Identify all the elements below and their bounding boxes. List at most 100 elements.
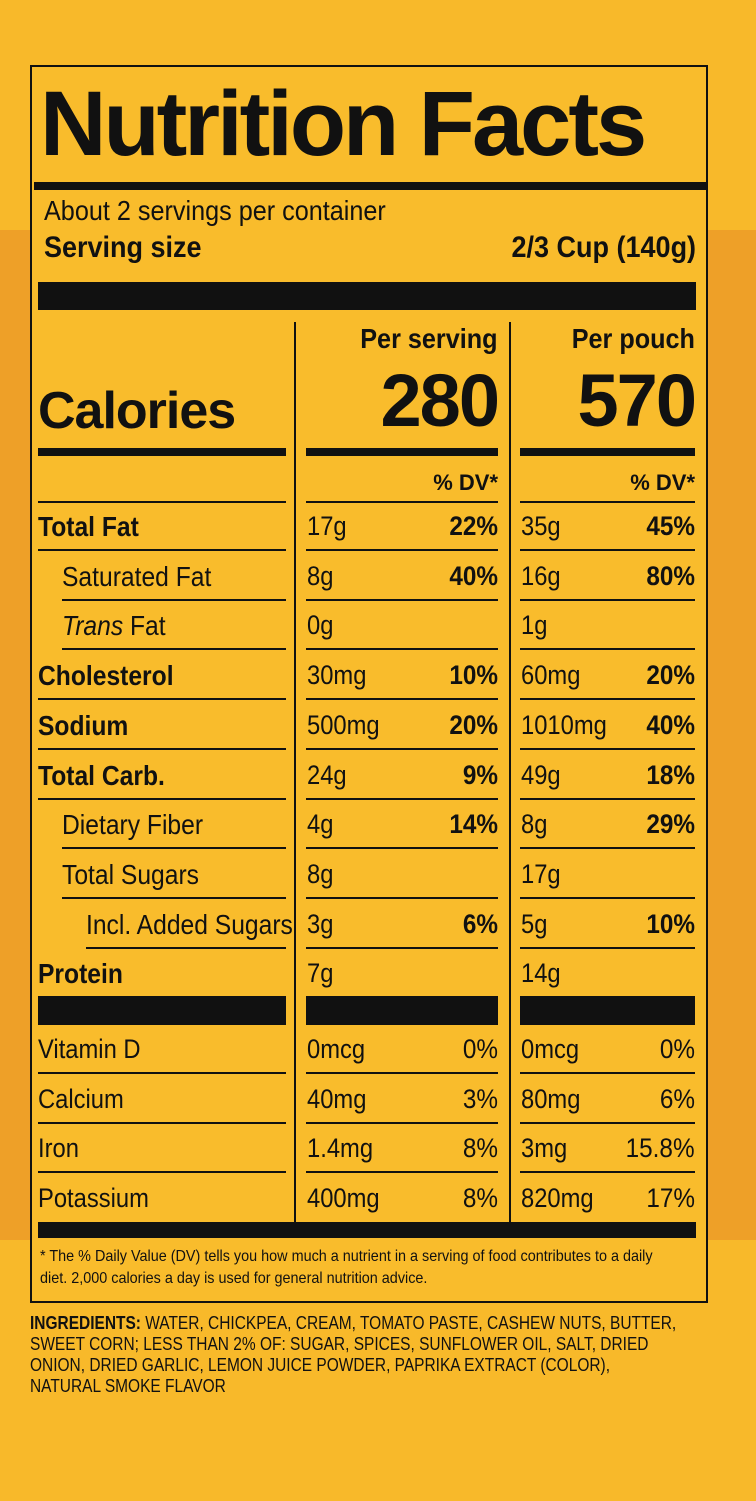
daily-value: 80% xyxy=(646,560,695,591)
nutrient-name: Cholesterol xyxy=(38,660,174,692)
rule xyxy=(520,1121,695,1124)
nutrient-name: Total Fat xyxy=(38,511,139,542)
rule xyxy=(38,747,286,750)
amount: 0mcg xyxy=(521,1034,580,1064)
ingredients-text: WATER, CHICKPEA, CREAM, TOMATO PASTE, CA… xyxy=(30,1313,677,1396)
vitamin-name: Potassium xyxy=(38,1182,149,1213)
rule xyxy=(520,997,695,1025)
nutrient-name: Total Sugars xyxy=(62,858,199,890)
amount: 400mg xyxy=(307,1182,380,1213)
dv-header: % DV* xyxy=(433,470,498,495)
rule xyxy=(38,1072,286,1074)
servings: About 2 servings per container xyxy=(44,195,386,226)
daily-value: 14% xyxy=(449,809,498,840)
vitamin-name: Calcium xyxy=(38,1083,124,1114)
amount: 30mg xyxy=(307,660,367,691)
rule xyxy=(520,747,695,750)
column-heading: Per serving xyxy=(360,323,498,354)
name-text: Fat xyxy=(130,610,166,642)
rule xyxy=(62,896,286,899)
rule xyxy=(520,847,695,850)
rule xyxy=(306,698,498,701)
daily-value: 22% xyxy=(449,511,498,541)
nutrient-name: Sodium xyxy=(38,709,129,741)
amount: 1.4mg xyxy=(307,1133,374,1163)
daily-value: 20% xyxy=(449,709,498,740)
rule xyxy=(62,847,286,850)
rule xyxy=(520,448,695,456)
rule xyxy=(86,946,286,949)
daily-value: 3% xyxy=(462,1083,498,1114)
amount: 17g xyxy=(521,858,561,889)
rule xyxy=(520,797,695,800)
amount: 60mg xyxy=(521,660,581,691)
dv-header: % DV* xyxy=(630,470,695,495)
daily-value: 18% xyxy=(646,759,695,790)
amount: 0mcg xyxy=(307,1034,366,1064)
amount: 8g xyxy=(521,809,548,840)
rule xyxy=(520,501,695,503)
rule xyxy=(38,797,286,800)
rule xyxy=(38,698,286,701)
amount: 3mg xyxy=(521,1133,568,1163)
nutrient-name: Incl. Added Sugars xyxy=(86,908,293,940)
amount: 8g xyxy=(307,560,334,591)
rule xyxy=(38,282,696,310)
rule xyxy=(38,1121,286,1124)
vitamin-name: Vitamin D xyxy=(38,1034,141,1064)
rule xyxy=(38,448,286,456)
amount: 5g xyxy=(521,908,548,939)
rule xyxy=(62,648,286,651)
daily-value: 10% xyxy=(646,908,695,939)
nutrient-name: Protein xyxy=(38,958,123,990)
amount: 80mg xyxy=(521,1083,581,1114)
amount: 1g xyxy=(521,610,548,641)
daily-value: 0% xyxy=(462,1034,498,1064)
amount: 820mg xyxy=(521,1182,594,1213)
rule xyxy=(520,648,695,651)
ingredients-label: INGREDIENTS: xyxy=(30,1313,141,1333)
amount: 49g xyxy=(521,759,561,790)
daily-value: 17% xyxy=(646,1182,695,1213)
daily-value: 20% xyxy=(646,660,695,691)
amount: 40mg xyxy=(307,1083,367,1114)
rule xyxy=(38,549,286,551)
rule xyxy=(306,847,498,850)
rule xyxy=(294,322,296,1222)
amount: 3g xyxy=(307,908,334,939)
rule xyxy=(38,997,286,1025)
vitamin-name: Iron xyxy=(38,1133,79,1163)
rule xyxy=(520,946,695,949)
rule xyxy=(520,896,695,899)
amount: 17g xyxy=(307,511,347,541)
rule xyxy=(306,997,498,1025)
rule xyxy=(306,448,498,456)
rule xyxy=(306,946,498,949)
daily-value: 8% xyxy=(462,1182,498,1213)
rule xyxy=(306,1121,498,1124)
calories-value: 280 xyxy=(380,359,500,442)
daily-value: 45% xyxy=(646,511,695,541)
daily-value: 40% xyxy=(646,709,695,740)
daily-value: 40% xyxy=(449,560,498,591)
daily-value: 15.8% xyxy=(626,1133,695,1163)
daily-value: 9% xyxy=(462,759,498,790)
daily-value: 29% xyxy=(646,809,695,840)
rule xyxy=(34,182,706,190)
daily-value: 10% xyxy=(449,660,498,691)
daily-value: 0% xyxy=(659,1034,695,1064)
amount: 500mg xyxy=(307,709,380,740)
rule xyxy=(306,501,498,503)
rule xyxy=(306,747,498,750)
nutrient-name: Dietary Fiber xyxy=(62,809,204,841)
title: Nutrition Facts xyxy=(40,73,647,175)
amount: 8g xyxy=(307,858,334,889)
amount: 14g xyxy=(521,958,561,989)
rule xyxy=(306,549,498,551)
rule xyxy=(38,1171,286,1173)
amount: 24g xyxy=(307,759,347,790)
ingredients: INGREDIENTS: WATER, CHICKPEA, CREAM, TOM… xyxy=(30,1313,684,1397)
calories-value: 570 xyxy=(577,359,697,442)
nutrition-panel xyxy=(30,65,708,1303)
